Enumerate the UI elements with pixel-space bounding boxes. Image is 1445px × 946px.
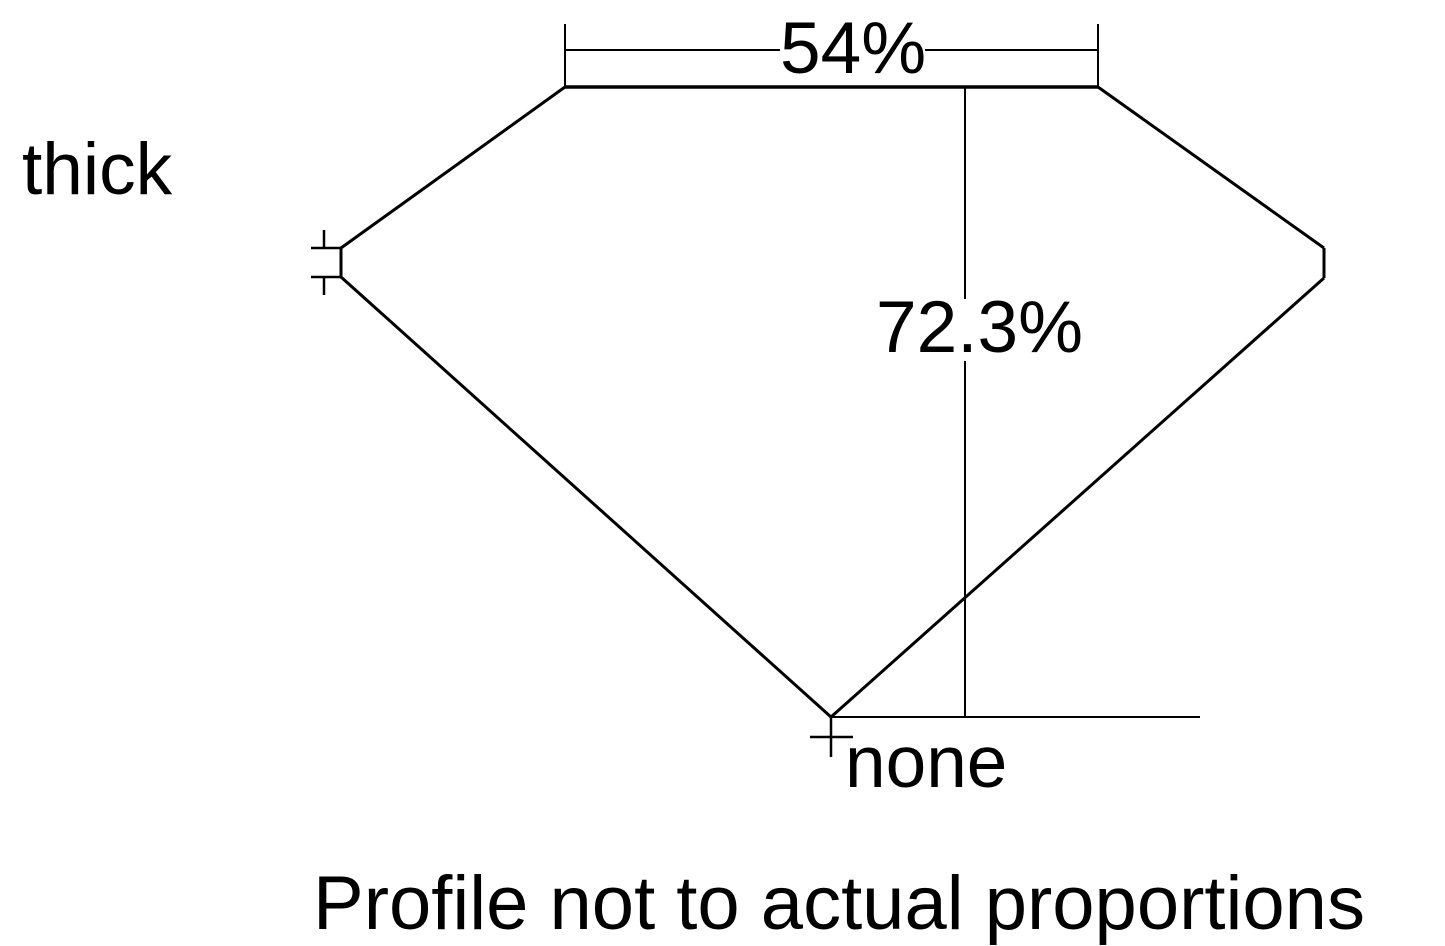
svg-text:Profile not to actual proporti: Profile not to actual proportions — [313, 861, 1365, 946]
svg-text:54%: 54% — [780, 8, 926, 89]
svg-text:none: none — [845, 722, 1007, 803]
svg-text:thick: thick — [22, 129, 173, 210]
svg-text:72.3%: 72.3% — [876, 287, 1083, 368]
